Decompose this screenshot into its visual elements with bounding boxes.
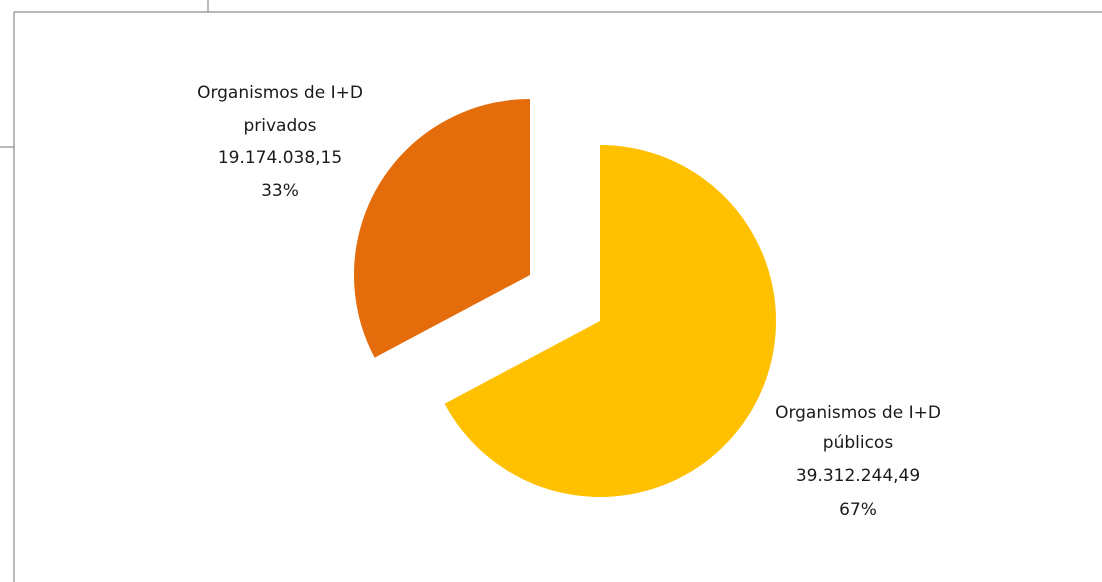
- slice-label-publicos-value: 39.312.244,49: [796, 466, 920, 486]
- slice-label-publicos-percent: 67%: [839, 500, 877, 520]
- slice-label-privados-percent: 33%: [261, 181, 299, 201]
- pie-slice-privados: [353, 98, 530, 358]
- pie-slice-publicos: [444, 145, 776, 497]
- pie-slices: [353, 98, 776, 497]
- slice-label-publicos: Organismos de I+D públicos 39.312.244,49…: [775, 403, 941, 520]
- slice-label-publicos-name-line2: públicos: [823, 433, 894, 453]
- slice-label-publicos-name-line1: Organismos de I+D: [775, 403, 941, 423]
- slice-label-privados-name-line2: privados: [243, 116, 316, 136]
- slice-label-privados: Organismos de I+D privados 19.174.038,15…: [197, 83, 363, 201]
- slice-label-privados-name-line1: Organismos de I+D: [197, 83, 363, 103]
- slice-label-privados-value: 19.174.038,15: [218, 148, 342, 168]
